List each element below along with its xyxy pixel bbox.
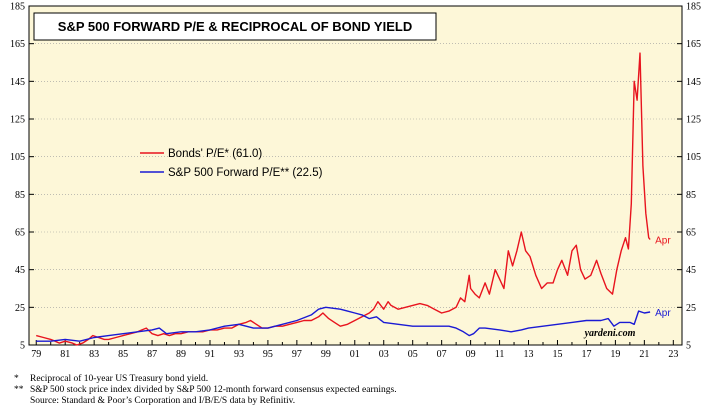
y-tick-label-left: 25 bbox=[15, 303, 25, 314]
x-tick-label: 83 bbox=[89, 349, 99, 360]
y-tick-label-left: 105 bbox=[10, 152, 25, 163]
title-box: S&P 500 FORWARD P/E & RECIPROCAL OF BOND… bbox=[33, 12, 437, 41]
x-axis: 79 81 83 85 87 89 91 93 95 97 99 01 03 05 07 09 11 13 15 17… bbox=[31, 340, 678, 360]
y-tick-label-right: 125 bbox=[686, 115, 701, 126]
x-tick-label: 01 bbox=[350, 349, 360, 360]
gridlines bbox=[29, 43, 682, 308]
y-tick-label-left: 185 bbox=[10, 2, 25, 13]
x-tick-label: 19 bbox=[610, 349, 620, 360]
x-tick-label: 85 bbox=[118, 349, 128, 360]
x-tick-label: 91 bbox=[205, 349, 215, 360]
legend: Bonds' P/E* (61.0) S&P 500 Forward P/E**… bbox=[140, 148, 323, 179]
footnote-3: Source: Standard & Poor’s Corporation an… bbox=[14, 396, 295, 406]
y-tick-label-left: 165 bbox=[10, 39, 25, 50]
x-tick-label: 95 bbox=[263, 349, 273, 360]
right-axis: 5 25 45 65 85 105 125 145 165 185 bbox=[677, 2, 701, 352]
footnote-1: * Reciprocal of 10-year US Treasury bond … bbox=[14, 374, 208, 384]
chart-title: S&P 500 FORWARD P/E & RECIPROCAL OF BOND… bbox=[58, 19, 412, 34]
x-tick-label: 89 bbox=[176, 349, 186, 360]
x-tick-label: 05 bbox=[408, 349, 418, 360]
series-layer: Apr Apr bbox=[36, 52, 671, 346]
x-tick-label: 93 bbox=[234, 349, 244, 360]
x-tick-label: 79 bbox=[31, 349, 41, 360]
footnote-1-text: Reciprocal of 10-year US Treasury bond y… bbox=[30, 374, 209, 384]
x-tick-label: 15 bbox=[552, 349, 562, 360]
y-tick-label-right: 145 bbox=[686, 77, 701, 88]
x-tick-label: 07 bbox=[437, 349, 447, 360]
x-tick-label: 97 bbox=[292, 349, 302, 360]
y-tick-label-left: 145 bbox=[10, 77, 25, 88]
x-tick-label: 09 bbox=[466, 349, 476, 360]
x-tick-label: 81 bbox=[60, 349, 70, 360]
legend-label-forward-pe: S&P 500 Forward P/E** (22.5) bbox=[168, 167, 323, 179]
y-tick-label-left: 85 bbox=[15, 190, 25, 201]
legend-label-bonds: Bonds' P/E* (61.0) bbox=[168, 148, 262, 160]
footnote-1-marker: * bbox=[14, 374, 19, 384]
series-line-bonds bbox=[36, 52, 651, 346]
y-tick-label-right: 85 bbox=[686, 190, 696, 201]
y-tick-label-right: 105 bbox=[686, 152, 701, 163]
end-label-forward-pe: Apr bbox=[655, 308, 671, 319]
end-label-bonds: Apr bbox=[655, 236, 671, 247]
x-tick-label: 11 bbox=[495, 349, 505, 360]
y-tick-label-left: 65 bbox=[15, 228, 25, 239]
series-line-forward-pe bbox=[36, 306, 651, 342]
y-tick-label-right: 25 bbox=[686, 303, 696, 314]
x-tick-label: 87 bbox=[147, 349, 157, 360]
footnote-3-text: Source: Standard & Poor’s Corporation an… bbox=[30, 396, 296, 406]
plot-area bbox=[28, 5, 683, 346]
y-tick-label-right: 65 bbox=[686, 228, 696, 239]
y-tick-label-left: 125 bbox=[10, 115, 25, 126]
footnote-2-marker: ** bbox=[14, 385, 24, 395]
x-tick-label: 99 bbox=[321, 349, 331, 360]
left-axis: 5 25 45 65 85 105 125 145 165 185 bbox=[10, 2, 34, 352]
y-tick-label-left: 5 bbox=[20, 341, 25, 352]
y-tick-label-left: 45 bbox=[15, 265, 25, 276]
x-tick-label: 03 bbox=[379, 349, 389, 360]
footnote-2: ** S&P 500 stock price index divided by S… bbox=[14, 385, 397, 395]
y-tick-label-right: 5 bbox=[686, 341, 691, 352]
y-tick-label-right: 185 bbox=[686, 2, 701, 13]
x-tick-label: 17 bbox=[581, 349, 591, 360]
x-tick-label: 21 bbox=[639, 349, 649, 360]
y-tick-label-right: 165 bbox=[686, 39, 701, 50]
y-tick-label-right: 45 bbox=[686, 265, 696, 276]
footnote-2-text: S&P 500 stock price index divided by S&P… bbox=[30, 385, 397, 395]
x-tick-label: 13 bbox=[524, 349, 534, 360]
x-tick-label: 23 bbox=[668, 349, 678, 360]
source-label: yardeni.com bbox=[584, 328, 636, 339]
